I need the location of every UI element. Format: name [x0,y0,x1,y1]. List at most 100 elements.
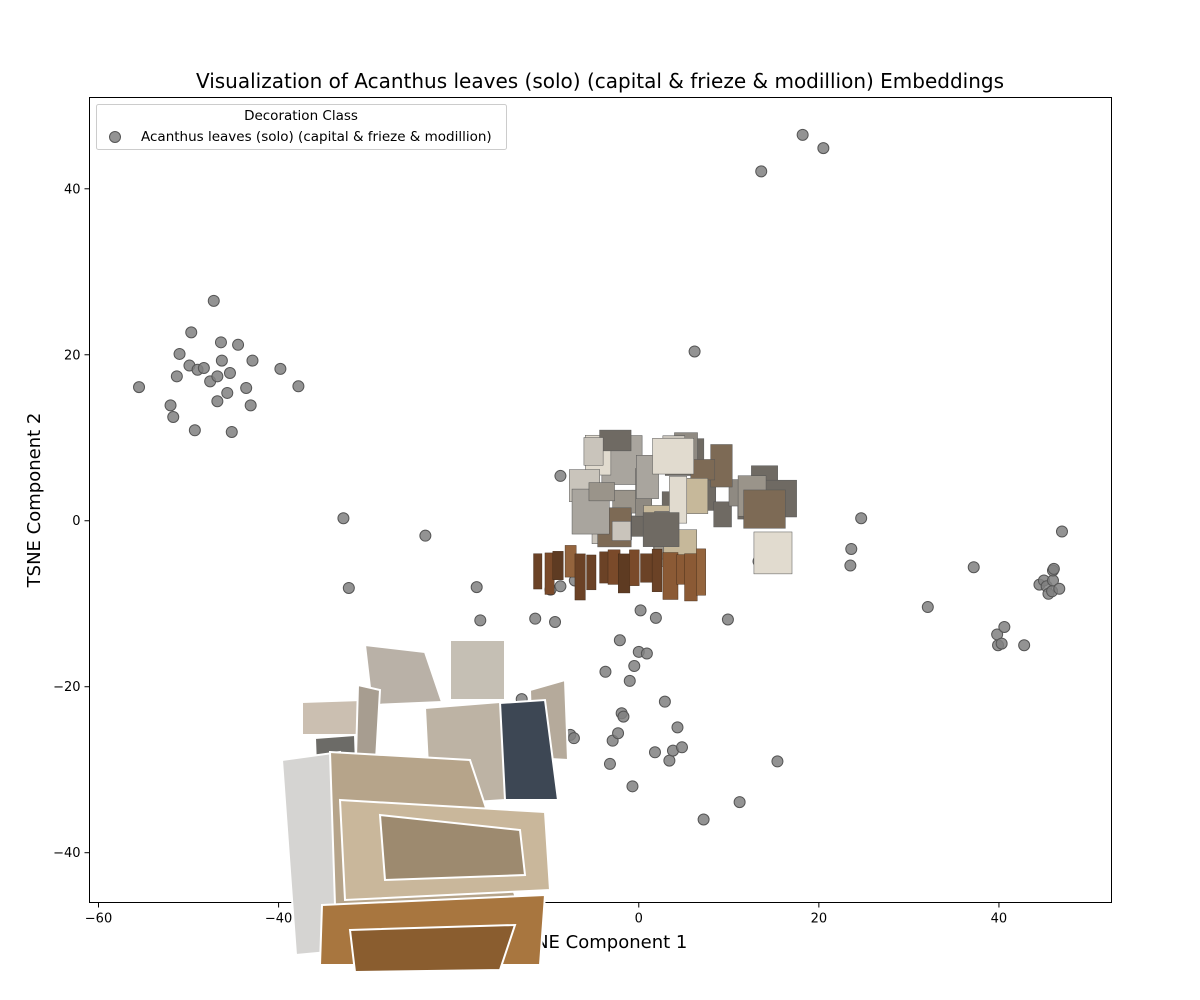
x-tick-label: −40 [265,912,292,927]
x-tick-label: −60 [85,912,112,927]
thumbnail-image [713,501,732,528]
data-point [648,746,661,759]
data-point [1055,525,1068,538]
data-point [554,469,567,482]
data-point [613,634,626,647]
data-point [697,813,710,826]
thumbnail-image [599,551,609,584]
image-thumbnail-cluster [533,429,797,602]
thumbnail-image [642,512,680,547]
y-tick-label: −40 [53,846,80,861]
data-point [612,727,625,740]
data-point [246,354,259,367]
data-point [170,370,183,383]
data-point [634,604,647,617]
y-tick-label: −20 [53,680,80,695]
data-point [197,362,210,375]
thumbnail-image [552,551,564,580]
data-point [626,780,639,793]
thumbnail-image [652,438,695,475]
data-point [232,338,245,351]
data-point [845,542,858,555]
image-thumbnail-pile [280,639,570,974]
thumbnail-image [354,683,382,762]
thumbnail-image [564,545,577,578]
data-point [225,425,238,438]
data-point [240,381,253,394]
data-point [211,370,224,383]
data-point [855,512,868,525]
data-point [675,741,688,754]
thumbnail-image [683,478,709,514]
data-point [529,612,542,625]
thumbnail-image [743,489,786,529]
data-point [755,165,768,178]
data-point [817,142,830,155]
data-point [967,561,980,574]
legend-entry: Acanthus leaves (solo) (capital & frieze… [141,129,492,145]
data-point [603,757,616,770]
y-tick-label: 20 [64,348,81,363]
data-point [211,395,224,408]
data-point [623,674,636,687]
data-point [474,614,487,627]
thumbnail-image [378,813,527,882]
data-point [185,326,198,339]
legend-title: Decoration Class [244,108,358,124]
plot-area [89,97,1112,903]
data-point [733,796,746,809]
data-point [214,336,227,349]
scatter-points [133,128,1068,826]
data-point [207,294,220,307]
legend: Decoration Class Acanthus leaves (solo) … [96,104,507,150]
legend-box [96,104,507,150]
data-point [649,611,662,624]
data-point [244,399,257,412]
data-point [188,424,201,437]
data-point [419,529,432,542]
thumbnail-image [618,553,631,594]
thumbnail-image [753,531,793,575]
data-point [844,559,857,572]
y-axis-label: TSNE Component 2 [24,413,45,589]
data-point [1047,562,1060,575]
data-point [998,620,1011,633]
thumbnail-image [629,549,640,586]
data-point [554,580,567,593]
y-axis: −40 −20 0 20 40 [53,182,90,861]
thumbnail-image [588,482,615,502]
x-tick-label: 20 [811,912,828,927]
data-point [221,386,234,399]
data-point [658,695,671,708]
data-point [721,613,734,626]
x-tick-label: 40 [991,912,1008,927]
thumbnail-image [611,521,632,541]
data-point [921,601,934,614]
data-point [599,665,612,678]
thumbnail-image [533,553,543,590]
data-point [173,347,186,360]
thumbnail-image [651,548,663,592]
thumbnail-image [662,552,679,600]
thumbnail-image [363,643,444,707]
data-point [663,754,676,767]
data-point [567,732,580,745]
data-point [342,581,355,594]
data-point [164,399,177,412]
x-tick-label: 0 [635,912,643,927]
x-axis-label: TSNE Component 1 [512,932,688,953]
thumbnail-image [301,698,364,736]
data-point [640,647,653,660]
thumbnail-image [586,554,597,591]
data-point [771,755,784,768]
data-point [617,710,630,723]
data-point [292,380,305,393]
data-point [274,362,287,375]
thumbnail-image [684,553,698,602]
data-point [470,581,483,594]
data-point [215,354,228,367]
data-point [133,381,146,394]
thumbnail-image [696,548,706,596]
